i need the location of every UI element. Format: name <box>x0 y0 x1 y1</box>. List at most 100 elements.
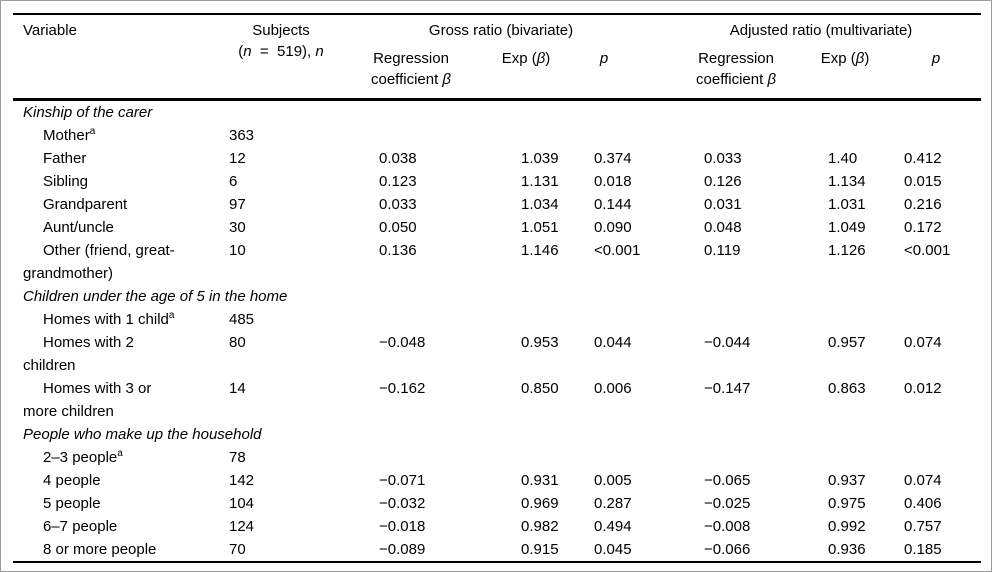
cell-gross-exp: 1.034 <box>521 196 559 213</box>
cell-gross-exp: 1.039 <box>521 150 559 167</box>
row-label: Sibling <box>43 173 89 190</box>
cell-adj-p <box>891 446 981 469</box>
coefficient-text: coefficient <box>696 71 768 88</box>
cell-gross-exp <box>481 308 571 331</box>
cell-subjects-n: 104 <box>229 495 255 512</box>
cell-gross-p: 0.090 <box>594 219 632 236</box>
table-row-homes-2-children: Homes with 2 children 80 −0.048 0.953 0.0… <box>13 331 981 377</box>
cell-adj-p: 0.216 <box>904 196 942 213</box>
row-label-line2: more children <box>23 403 114 420</box>
beta-symbol: β <box>536 50 546 67</box>
group-header-gross: Gross ratio (bivariate) <box>428 22 574 39</box>
cell-adj-exp <box>811 446 891 469</box>
table-row-6-7-people: 6–7 people 124 −0.018 0.982 0.494 −0.008… <box>13 515 981 538</box>
row-label-line2: children <box>23 357 76 374</box>
cell-subjects-n: 10 <box>229 242 246 259</box>
exp-prefix: Exp ( <box>820 50 856 67</box>
cell-subjects-n: 142 <box>229 472 255 489</box>
footnote-marker: a <box>117 448 123 459</box>
cell-adj-exp: 0.936 <box>828 541 866 558</box>
cell-subjects-n: 80 <box>229 334 246 351</box>
cell-adj-exp: 1.40 <box>828 150 858 167</box>
section-label: Children under the age of 5 in the home <box>23 288 288 305</box>
cell-gross-exp: 0.953 <box>521 334 559 351</box>
cell-subjects-n: 485 <box>229 311 255 328</box>
cell-variable: 5 people <box>13 492 221 515</box>
cell-variable: 2–3 peoplea <box>13 446 221 469</box>
section-cell: Kinship of the carer <box>13 98 982 124</box>
table-row-2-3-people: 2–3 peoplea 78 <box>13 446 981 469</box>
section-row-children: Children under the age of 5 in the home <box>13 285 981 308</box>
cell-adj-p: 0.012 <box>904 380 942 397</box>
cell-gross-exp: 1.146 <box>521 242 559 259</box>
cell-adj-p <box>891 124 981 147</box>
cell-adj-exp <box>811 308 891 331</box>
cell-adj-p: 0.172 <box>904 219 942 236</box>
exp-suffix: ) <box>864 50 870 67</box>
cell-gross-beta: 0.123 <box>379 173 417 190</box>
cell-adj-exp: 1.031 <box>828 196 866 213</box>
cell-gross-exp <box>481 124 571 147</box>
cell-gross-beta: −0.018 <box>379 518 426 535</box>
cell-gross-beta <box>341 308 481 331</box>
cell-adj-exp <box>811 124 891 147</box>
cell-variable: Homes with 3 or more children <box>13 377 221 423</box>
cell-adj-exp: 0.957 <box>828 334 866 351</box>
cell-gross-beta <box>341 446 481 469</box>
table-row-sibling: Sibling 6 0.123 1.131 0.018 0.126 1.134 … <box>13 170 981 193</box>
section-label: People who make up the household <box>23 426 262 443</box>
cell-gross-beta: −0.048 <box>379 334 426 351</box>
table-row-other: Other (friend, great-grandmother) 10 0.1… <box>13 239 981 285</box>
beta-symbol: β <box>442 71 451 88</box>
cell-adj-exp: 1.126 <box>828 242 866 259</box>
cell-gross-p: 0.044 <box>594 334 632 351</box>
footnote-marker: a <box>89 126 96 137</box>
cell-adj-beta: −0.025 <box>704 495 751 512</box>
cell-variable: Grandparent <box>13 193 221 216</box>
cell-variable: Homes with 2 children <box>13 331 221 377</box>
cell-gross-beta: −0.071 <box>379 472 426 489</box>
col-header-variable: Variable <box>13 14 221 100</box>
cell-gross-p: 0.045 <box>594 541 632 558</box>
cell-adj-beta: −0.008 <box>704 518 751 535</box>
col-header-adj-exp: Exp (β) <box>811 46 891 100</box>
section-row-kinship: Kinship of the carer <box>13 98 982 124</box>
cell-gross-p: 0.018 <box>594 173 632 190</box>
cell-adj-exp: 0.937 <box>828 472 866 489</box>
cell-adj-exp: 0.975 <box>828 495 866 512</box>
gross-regression-line2: coefficient β <box>341 69 481 90</box>
table-row-homes-1-child: Homes with 1 childa 485 <box>13 308 981 331</box>
cell-gross-exp: 0.850 <box>521 380 559 397</box>
gross-regression-line1: Regression <box>373 50 449 67</box>
row-label: Aunt/uncle <box>43 219 114 236</box>
table-row-father: Father 12 0.038 1.039 0.374 0.033 1.40 0… <box>13 147 981 170</box>
row-label: 6–7 people <box>43 518 118 535</box>
row-label: Grandparent <box>43 196 128 213</box>
cell-gross-p: 0.144 <box>594 196 632 213</box>
row-label: 4 people <box>43 472 101 489</box>
cell-gross-beta: 0.136 <box>379 242 417 259</box>
table-row-homes-3-or-more: Homes with 3 or more children 14 −0.162 0… <box>13 377 981 423</box>
adj-regression-line1: Regression <box>698 50 774 67</box>
cell-gross-exp: 0.969 <box>521 495 559 512</box>
cell-variable: Sibling <box>13 170 221 193</box>
cell-gross-p <box>571 308 661 331</box>
cell-gross-exp: 0.931 <box>521 472 559 489</box>
cell-gross-p: 0.006 <box>594 380 632 397</box>
cell-adj-exp: 0.863 <box>828 380 866 397</box>
cell-subjects-n: 124 <box>229 518 255 535</box>
cell-adj-beta: 0.119 <box>704 242 741 259</box>
row-label-line: Homes with 1 childa <box>23 308 221 331</box>
cell-adj-p: 0.757 <box>904 518 942 535</box>
cell-gross-exp: 0.982 <box>521 518 559 535</box>
col-header-adj-regression: Regression coefficient β <box>661 46 811 100</box>
cell-variable: 6–7 people <box>13 515 221 538</box>
beta-symbol: β <box>855 50 865 67</box>
cell-adj-beta: 0.048 <box>704 219 742 236</box>
adj-regression-line2: coefficient β <box>661 69 811 90</box>
cell-gross-p: 0.005 <box>594 472 632 489</box>
cell-adj-beta <box>661 308 811 331</box>
cell-variable: Mothera <box>13 124 221 147</box>
table-row-8-or-more: 8 or more people 70 −0.089 0.915 0.045 −… <box>13 538 981 562</box>
cell-adj-beta: 0.033 <box>704 150 742 167</box>
